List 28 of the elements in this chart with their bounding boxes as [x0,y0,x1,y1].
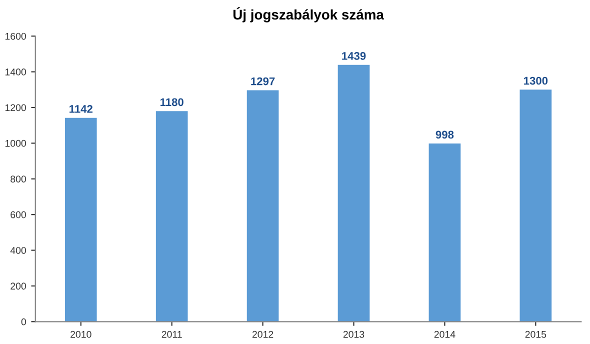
y-tick-label: 1200 [5,104,26,112]
y-tick-label: 800 [10,176,26,182]
x-tick-label: 2013 [343,330,364,338]
y-tick-label: 200 [10,282,26,290]
y-tick-label: 600 [10,211,26,218]
chart-title: Új jogszabályok száma [233,7,384,22]
bar [246,90,279,322]
data-label: 1439 [342,52,366,60]
bar [428,144,461,322]
y-tick-label: 400 [10,246,26,254]
bar [64,118,97,322]
data-label: 1297 [251,77,275,86]
y-tick-label: 1600 [5,32,26,40]
x-tick-label: 2014 [434,330,456,338]
y-tick-label: 1400 [5,68,26,76]
y-tick-label: 0 [21,318,26,326]
data-label: 1180 [160,98,184,106]
data-label: 998 [436,130,454,139]
x-tick-label: 2015 [525,330,546,338]
bar [156,111,188,322]
bar [520,90,552,322]
data-label: 1300 [524,76,548,85]
y-tick-label: 1000 [5,140,26,147]
x-tick-label: 2011 [162,330,182,338]
bar [338,64,370,322]
data-label: 1142 [70,105,92,113]
x-tick-label: 2010 [70,330,92,338]
x-tick-label: 2012 [252,330,274,338]
